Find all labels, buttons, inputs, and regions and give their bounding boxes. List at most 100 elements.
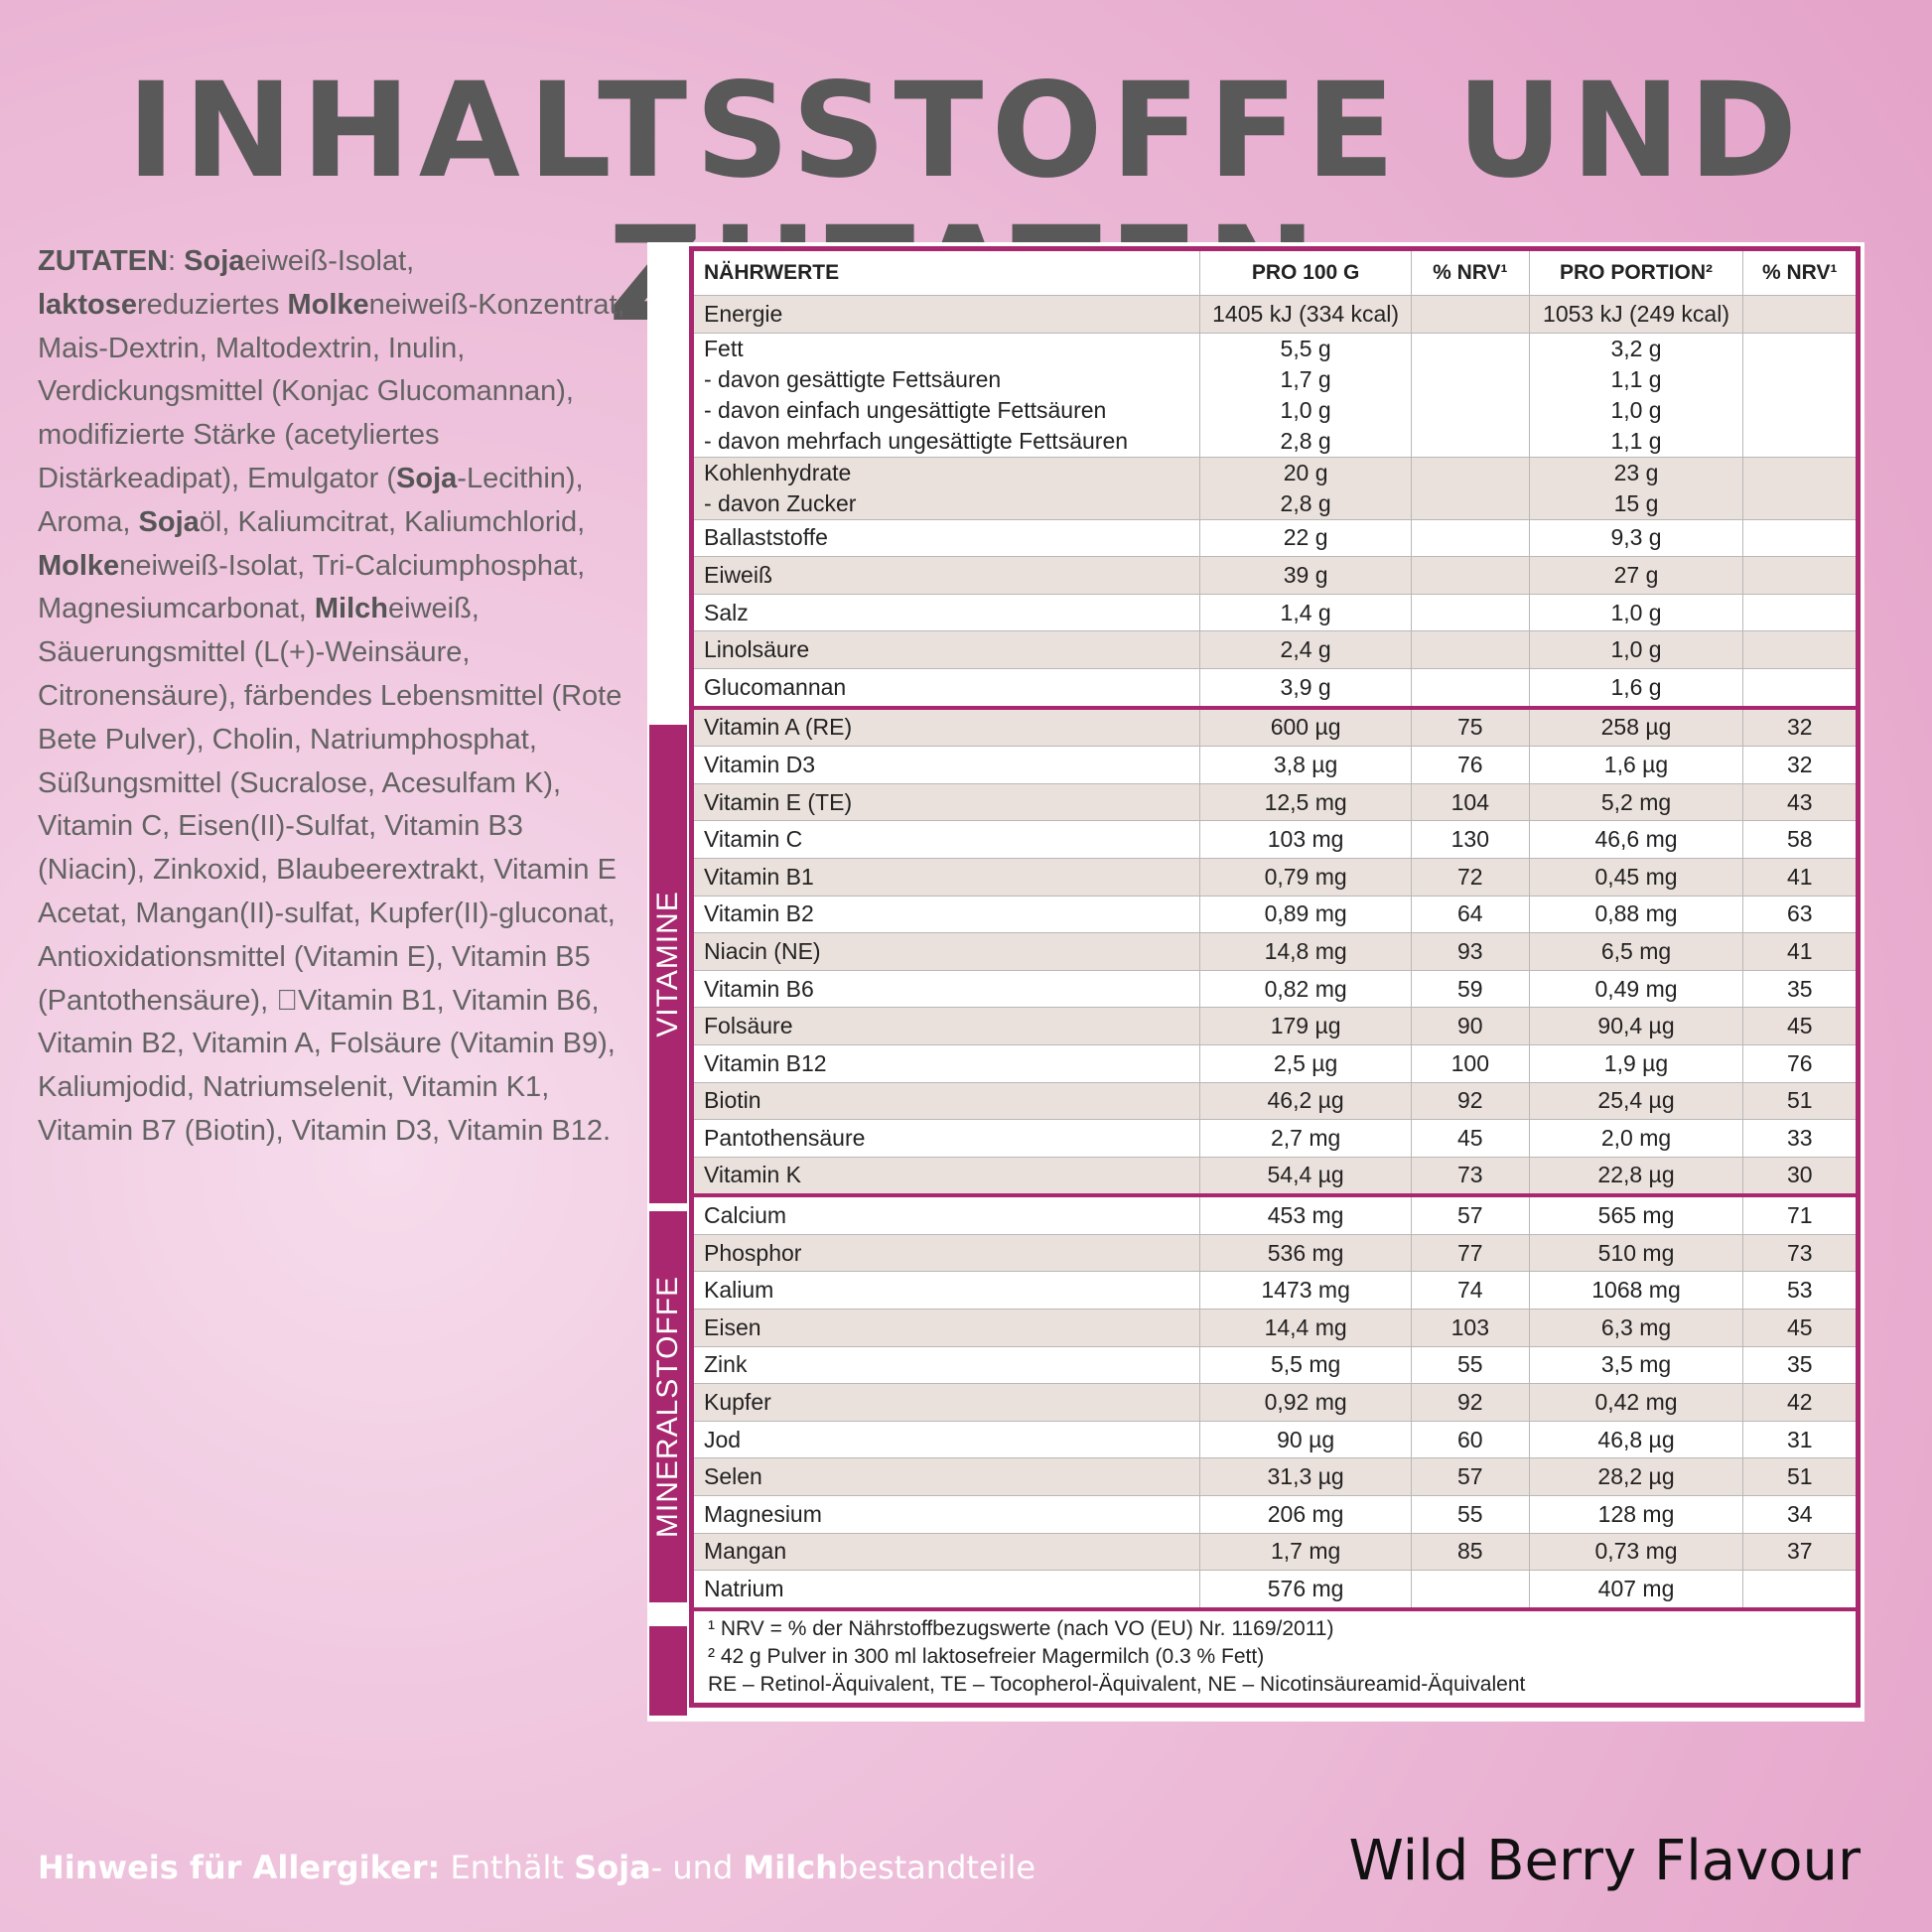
nrv-per-100g: 77 (1411, 1233, 1530, 1273)
value-per-100g: 576 mg (1199, 1570, 1413, 1610)
value-per-portion-line: 1,9 µg (1603, 1049, 1669, 1076)
value-per-portion: 1,6 g (1528, 667, 1744, 709)
value-per-100g: 39 g (1199, 556, 1413, 595)
nrv-per-100g: 92 (1411, 1081, 1530, 1121)
value-per-portion-line: 565 mg (1597, 1202, 1675, 1229)
value-per-portion: 27 g (1528, 556, 1744, 595)
minerals-side-label: MINERALSTOFFE (649, 1211, 687, 1602)
footnote-line: ² 42 g Pulver in 300 ml laktosefreier Ma… (708, 1644, 1265, 1668)
footnote-row: ¹ NRV = % der Nährstoffbezugswerte (nach… (691, 1606, 1859, 1706)
table-row: Kalium 1473 mg 74 1068 mg 53 (690, 1271, 1859, 1311)
value-per-portion-line: 1,0 g (1610, 396, 1662, 423)
footnote-line: RE – Retinol-Äquivalent, TE – Tocopherol… (708, 1672, 1526, 1696)
value-per-portion: 510 mg (1528, 1233, 1744, 1273)
value-per-portion: 90,4 µg (1528, 1007, 1744, 1045)
nrv-per-portion (1742, 1570, 1859, 1610)
table-row: Eisen 14,4 mg 103 6,3 mg 45 (690, 1309, 1859, 1347)
value-per-100g: 14,8 mg (1199, 932, 1413, 971)
nutrient-name-line: Ballaststoffe (704, 524, 828, 551)
value-per-100g-line: 14,4 mg (1264, 1313, 1347, 1340)
nutrient-name-line: Phosphor (704, 1239, 802, 1266)
value-per-portion: 1053 kJ (249 kcal) (1528, 295, 1744, 334)
table-row: Eiweiß 39 g 27 g (690, 556, 1859, 595)
nutrient-name-line: Eiweiß (704, 561, 773, 588)
nutrient-name-line: - davon Zucker (704, 489, 857, 516)
value-per-100g: 1,7 mg (1199, 1532, 1413, 1572)
value-per-100g-line: 39 g (1283, 561, 1328, 588)
value-per-portion-line: 1,1 g (1610, 427, 1662, 454)
value-per-portion: 258 µg (1528, 705, 1744, 748)
nrv-per-100g: 55 (1411, 1495, 1530, 1534)
nutrient-name-line: Glucomannan (704, 673, 847, 700)
value-per-portion: 28,2 µg (1528, 1457, 1744, 1497)
value-per-100g-line: 1,7 g (1280, 365, 1331, 392)
nutrient-name-line: Biotin (704, 1087, 761, 1114)
value-per-100g-line: 90 µg (1277, 1426, 1335, 1452)
nrv-per-portion (1742, 332, 1859, 458)
value-per-portion-line: 6,3 mg (1600, 1313, 1672, 1340)
value-per-100g: 0,79 mg (1199, 857, 1413, 897)
header-pro-portion: PRO PORTION² (1528, 248, 1744, 296)
nutrient-name-line: Energie (704, 300, 783, 327)
nrv-per-100g (1411, 556, 1530, 595)
value-per-100g: 0,89 mg (1199, 895, 1413, 934)
nrv-per-portion (1742, 295, 1859, 334)
value-per-100g-line: 0,82 mg (1264, 975, 1347, 1002)
bold-text-fragment: Milch (314, 593, 388, 625)
table-row: Vitamin C 103 mg 130 46,6 mg 58 (690, 820, 1859, 859)
table-row: Vitamin B6 0,82 mg 59 0,49 mg 35 (690, 969, 1859, 1009)
value-per-100g-line: 12,5 mg (1264, 788, 1347, 815)
nrv-per-100g: 104 (1411, 782, 1530, 822)
value-per-100g: 5,5 mg (1199, 1345, 1413, 1385)
table-row: Fett - davon gesättigte Fettsäuren - davon… (690, 332, 1859, 458)
value-per-100g: 0,92 mg (1199, 1383, 1413, 1422)
value-per-portion-line: 0,42 mg (1594, 1389, 1678, 1416)
value-per-portion-line: 25,4 µg (1597, 1087, 1675, 1114)
value-per-100g-line: 3,9 g (1280, 673, 1331, 700)
nrv-per-100g: 74 (1411, 1271, 1530, 1311)
nutrient-name: Phosphor (690, 1233, 1201, 1273)
nutrient-name-line: - davon mehrfach ungesättigte Fettsäuren (704, 427, 1129, 454)
value-per-100g-line: 536 mg (1267, 1239, 1344, 1266)
nrv-per-100g (1411, 295, 1530, 334)
table-row: Linolsäure 2,4 g 1,0 g (690, 630, 1859, 669)
nutrient-name-line: Mangan (704, 1538, 787, 1565)
value-per-100g-line: 31,3 µg (1267, 1463, 1344, 1490)
nrv-per-100g (1411, 667, 1530, 709)
nutrient-name-line: Folsäure (704, 1013, 793, 1039)
nutrient-name: Zink (690, 1345, 1201, 1385)
value-per-portion-line: 22,8 µg (1597, 1162, 1675, 1188)
value-per-100g: 5,5 g 1,7 g 1,0 g 2,8 g (1199, 332, 1413, 458)
bold-text-fragment: Soja (396, 462, 458, 494)
vitamins-side-label: VITAMINE (649, 725, 687, 1203)
value-per-100g-line: 1405 kJ (334 kcal) (1212, 300, 1400, 327)
value-per-portion-line: 90,4 µg (1597, 1013, 1675, 1039)
nrv-per-portion: 31 (1742, 1420, 1859, 1459)
nutrient-name: Jod (690, 1420, 1201, 1459)
nutrient-name: Energie (690, 295, 1201, 334)
text-fragment: eiweiß-Isolat, (244, 245, 415, 277)
value-per-100g-line: 2,5 µg (1273, 1049, 1338, 1076)
value-per-100g-line: 2,7 mg (1270, 1124, 1341, 1151)
text-fragment: reduziertes (136, 288, 288, 321)
value-per-100g: 206 mg (1199, 1495, 1413, 1534)
value-per-portion: 22,8 µg (1528, 1156, 1744, 1196)
footnotes: ¹ NRV = % der Nährstoffbezugswerte (nach… (691, 1606, 1859, 1706)
value-per-portion-line: 510 mg (1597, 1239, 1675, 1266)
nrv-per-portion: 32 (1742, 746, 1859, 784)
value-per-portion-line: 46,6 mg (1594, 826, 1678, 853)
nrv-per-portion: 37 (1742, 1532, 1859, 1572)
nutrient-name: Fett - davon gesättigte Fettsäuren - davon… (690, 332, 1201, 458)
nutrition-table: NÄHRWERTE PRO 100 G % NRV¹ PRO PORTION² … (689, 246, 1861, 1708)
nutrient-name: Kalium (690, 1271, 1201, 1311)
nrv-per-100g: 100 (1411, 1043, 1530, 1083)
nutrient-name: Vitamin K (690, 1156, 1201, 1196)
value-per-100g-line: 22 g (1283, 524, 1328, 551)
nrv-per-100g: 76 (1411, 746, 1530, 784)
table-row: Ballaststoffe 22 g 9,3 g (690, 518, 1859, 558)
text-fragment: neiweiß-Konzentrat, Mais-Dextrin, Maltod… (38, 288, 625, 494)
nutrient-name-line: Jod (704, 1426, 742, 1452)
nutrient-name: Calcium (690, 1193, 1201, 1235)
value-per-portion-line: 0,45 mg (1594, 863, 1678, 890)
nutrient-name-line: Niacin (NE) (704, 937, 821, 964)
